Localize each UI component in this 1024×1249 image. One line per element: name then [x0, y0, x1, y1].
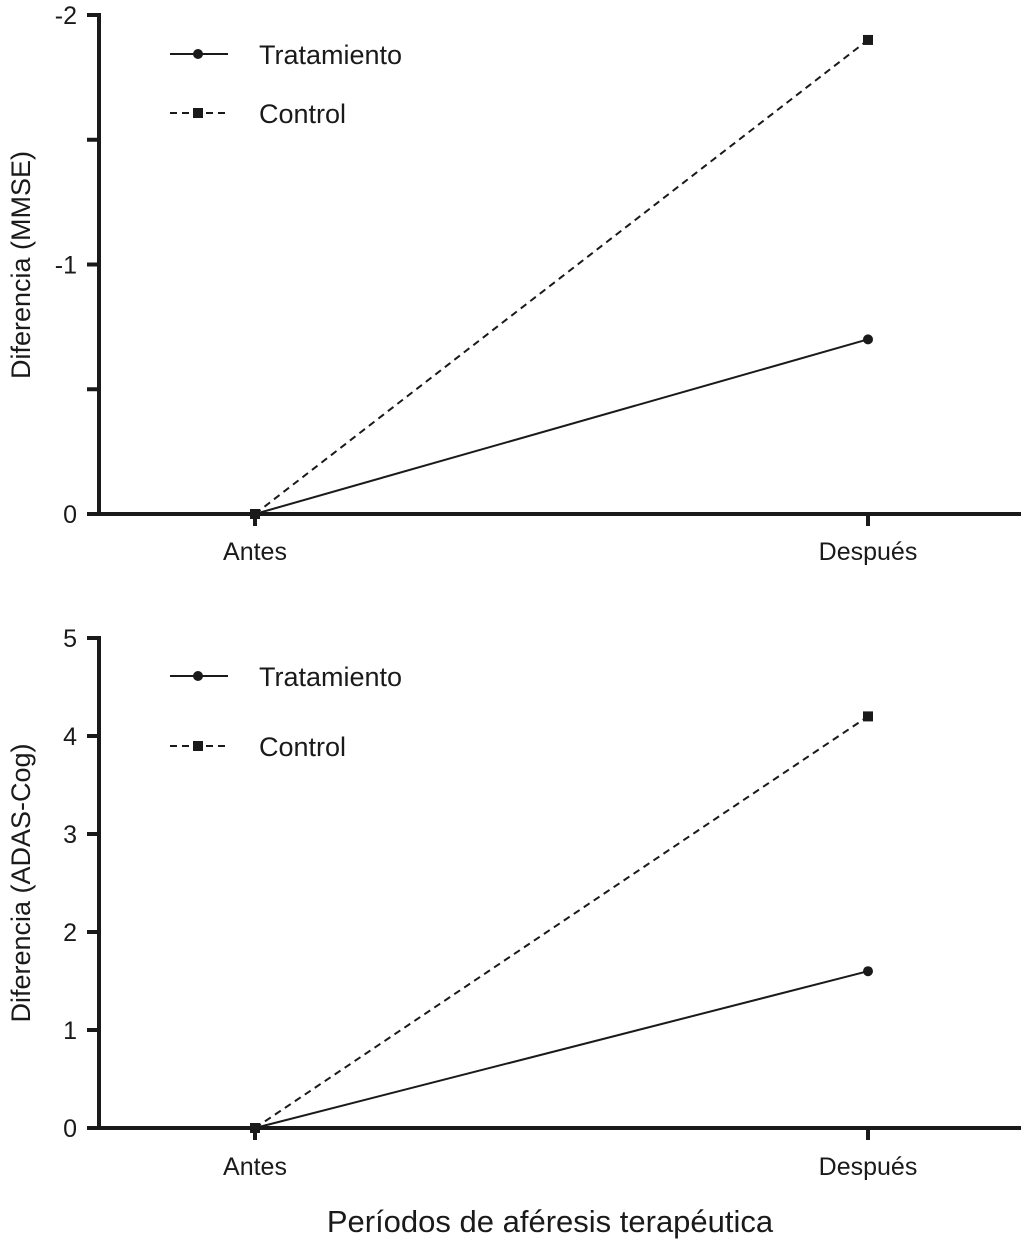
legend-circle-marker-icon — [193, 671, 203, 681]
y-tick-label: 2 — [63, 919, 77, 947]
chart-mmse: Diferencia (MMSE) 0 -1 -2 Antes Después Tra… — [6, 2, 1021, 566]
series-line-control — [254, 39, 869, 515]
x-tick-label: Después — [819, 538, 918, 566]
y-tick-label: 0 — [63, 501, 77, 529]
y-tick-label: -1 — [55, 252, 77, 280]
legend-mmse: Tratamiento Control — [170, 40, 402, 129]
legend-item-tratamiento: Tratamiento — [170, 662, 402, 692]
legend-item-control: Control — [170, 99, 346, 129]
legend-square-marker-icon — [193, 741, 203, 751]
series-line-tratamiento — [254, 338, 869, 515]
y-ticks-adas-cog: 0 1 2 3 4 5 — [63, 625, 99, 1143]
legend-square-marker-icon — [193, 108, 203, 118]
data-point-tratamiento — [863, 334, 873, 345]
y-tick-label: 3 — [63, 821, 77, 849]
legend-label-control: Control — [259, 732, 346, 762]
legend-label-tratamiento: Tratamiento — [259, 662, 402, 692]
series-line-tratamiento — [254, 970, 869, 1129]
x-axis-title: Períodos de aféresis terapéutica — [327, 1204, 774, 1239]
x-tick-label: Antes — [223, 1153, 287, 1181]
legend-adas-cog: Tratamiento Control — [170, 662, 402, 762]
y-tick-label: -2 — [55, 2, 77, 30]
data-point-control — [863, 34, 873, 45]
y-tick-label: 1 — [63, 1017, 77, 1045]
y-tick-label: 0 — [63, 1115, 77, 1143]
legend-circle-marker-icon — [193, 49, 203, 59]
chart-adas-cog: Diferencia (ADAS-Cog) 0 1 2 3 4 5 Antes Despué… — [6, 625, 1021, 1239]
legend-item-tratamiento: Tratamiento — [170, 40, 402, 70]
data-point-control — [863, 711, 873, 722]
data-point-tratamiento — [863, 966, 873, 977]
series-line-control — [254, 715, 869, 1129]
series-adas-cog — [250, 711, 873, 1133]
y-tick-label: 5 — [63, 625, 77, 653]
legend-item-control: Control — [170, 732, 346, 762]
legend-label-tratamiento: Tratamiento — [259, 40, 402, 70]
y-axis-title-adas-cog: Diferencia (ADAS-Cog) — [6, 743, 36, 1022]
x-ticks-adas-cog: Antes Después — [223, 1128, 917, 1181]
legend-label-control: Control — [259, 99, 346, 129]
x-tick-label: Antes — [223, 538, 287, 566]
x-tick-label: Después — [819, 1153, 918, 1181]
y-ticks-mmse: 0 -1 -2 — [55, 2, 99, 529]
y-tick-label: 4 — [63, 723, 77, 751]
x-ticks-mmse: Antes Después — [223, 514, 917, 566]
y-axis-title-mmse: Diferencia (MMSE) — [6, 151, 36, 379]
